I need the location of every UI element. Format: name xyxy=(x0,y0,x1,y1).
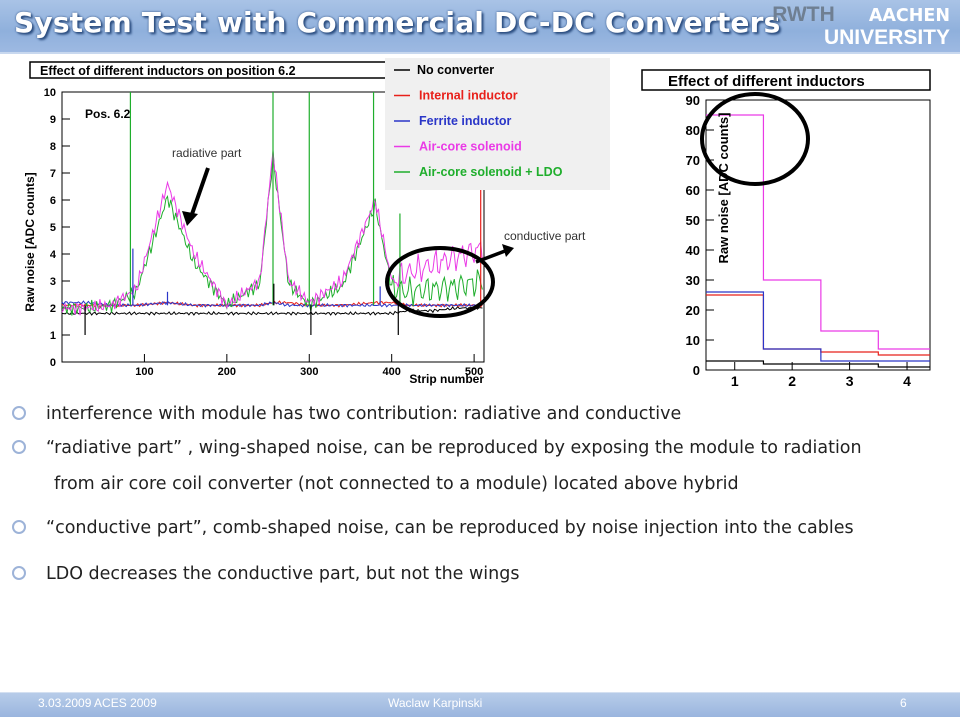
legend-label: Air-core solenoid xyxy=(419,140,522,154)
right-y-tick-label: 0 xyxy=(693,363,700,378)
right-x-tick-label: 1 xyxy=(731,373,739,389)
logo-university: UNIVERSITY xyxy=(823,26,950,49)
right-y-tick-label: 60 xyxy=(686,183,700,198)
left-legend xyxy=(385,58,610,190)
left-series-line xyxy=(61,149,483,316)
left-y-tick-label: 5 xyxy=(50,222,56,234)
charts-area: Effect of different inductors on positio… xyxy=(20,58,931,392)
legend-label: No converter xyxy=(417,63,494,77)
right-axis-ticks: 0 10 20 30 40 50 60 70 80 90 1 2 3 4 xyxy=(686,93,912,389)
bullet-marker xyxy=(12,520,26,534)
right-chart: Effect of different inductors 0 10 20 30 40 5… xyxy=(641,69,931,389)
right-y-tick-label: 20 xyxy=(686,303,700,318)
conductive-arrow xyxy=(475,244,514,264)
left-y-tick-label: 7 xyxy=(50,168,56,180)
right-y-tick-label: 70 xyxy=(686,153,700,168)
right-y-tick-label: 10 xyxy=(686,333,700,348)
right-y-axis-label: Raw noise [ADC counts] xyxy=(716,113,731,264)
legend-label: Air-core solenoid + LDO xyxy=(419,165,563,179)
right-y-tick-label: 50 xyxy=(686,213,700,228)
right-y-tick-label: 30 xyxy=(686,273,700,288)
bullet-list: interference with module has two contrib… xyxy=(12,402,952,586)
footer-bar: 3.03.2009 ACES 2009 Waclaw Karpinski 6 xyxy=(0,692,960,717)
left-x-tick-label: 200 xyxy=(218,366,236,378)
radiative-annotation: radiative part xyxy=(172,146,242,160)
bullet-continuation: from air core coil converter (not connec… xyxy=(54,474,739,494)
right-chart-title: Effect of different inductors xyxy=(668,73,865,90)
left-x-tick-label: 300 xyxy=(300,366,318,378)
left-y-tick-label: 9 xyxy=(50,114,56,126)
left-series-line xyxy=(61,151,483,316)
left-chart: Effect of different inductors on positio… xyxy=(20,58,620,392)
conductive-circle xyxy=(385,246,495,318)
right-x-tick-label: 2 xyxy=(788,373,796,389)
right-y-tick-label: 40 xyxy=(686,243,700,258)
footer-author: Waclaw Karpinski xyxy=(388,696,483,710)
left-x-tick-label: 500 xyxy=(465,366,483,378)
right-title-box xyxy=(641,69,931,91)
right-y-tick-label: 80 xyxy=(686,123,700,138)
footer-page-number: 6 xyxy=(900,696,907,710)
left-axis-ticks: 0 1 2 3 4 5 6 7 8 9 10 100 200 300 400 500 xyxy=(44,87,484,378)
bullet-text: interference with module has two contrib… xyxy=(46,404,682,424)
bullet-item: interference with module has two contrib… xyxy=(12,402,952,426)
bullet-text: “radiative part” , wing-shaped noise, ca… xyxy=(46,438,862,458)
right-series-step xyxy=(706,360,930,368)
left-y-tick-label: 6 xyxy=(50,195,56,207)
logo-rwth: RWTH xyxy=(772,3,835,26)
university-logo: RWTH AACHEN UNIVERSITY xyxy=(772,4,950,48)
left-series-line xyxy=(61,300,483,308)
right-x-tick-label: 4 xyxy=(903,373,911,389)
legend-entries: No converter Internal inductor Ferrite ind… xyxy=(394,63,563,179)
bullet-text: “conductive part”, comb-shaped noise, ca… xyxy=(46,518,854,538)
left-y-axis-label: Raw noise [ADC counts] xyxy=(23,172,37,311)
bullet-text: LDO decreases the conductive part, but n… xyxy=(46,564,520,584)
bullet-item: “conductive part”, comb-shaped noise, ca… xyxy=(12,516,952,540)
peak-circle xyxy=(700,92,810,186)
footer-date-event: 3.03.2009 ACES 2009 xyxy=(38,696,157,710)
left-y-tick-label: 1 xyxy=(50,330,56,342)
left-y-tick-label: 2 xyxy=(50,303,56,315)
left-y-tick-label: 8 xyxy=(50,141,56,153)
left-chart-title: Effect of different inductors on positio… xyxy=(40,64,296,78)
left-x-axis-label: Strip number xyxy=(409,372,484,386)
legend-label: Internal inductor xyxy=(419,89,518,103)
slide-title: System Test with Commercial DC-DC Conver… xyxy=(14,6,781,39)
radiative-arrow xyxy=(182,167,210,226)
right-plot-frame xyxy=(705,99,931,371)
left-y-tick-label: 4 xyxy=(50,249,57,261)
title-bar: System Test with Commercial DC-DC Conver… xyxy=(0,0,960,54)
bullet-marker xyxy=(12,440,26,454)
pos-annotation: Pos. 6.2 xyxy=(85,107,131,121)
bullet-marker xyxy=(12,566,26,580)
left-x-tick-label: 400 xyxy=(383,366,401,378)
left-y-tick-label: 3 xyxy=(50,276,56,288)
left-series-group xyxy=(61,92,483,335)
left-y-tick-label: 10 xyxy=(44,87,56,99)
right-x-tick-label: 3 xyxy=(846,373,854,389)
logo-aachen: AACHEN xyxy=(868,6,950,26)
bullet-item: “radiative part” , wing-shaped noise, ca… xyxy=(12,436,952,460)
left-x-tick-label: 100 xyxy=(135,366,153,378)
bullet-marker xyxy=(12,406,26,420)
right-series-group xyxy=(706,114,930,368)
conductive-annotation: conductive part xyxy=(504,229,586,243)
right-series-step xyxy=(706,114,930,350)
legend-label: Ferrite inductor xyxy=(419,114,512,128)
left-y-tick-label: 0 xyxy=(50,357,56,369)
right-series-step xyxy=(706,291,930,362)
right-y-tick-label: 90 xyxy=(686,93,700,108)
bullet-item: LDO decreases the conductive part, but n… xyxy=(12,562,952,586)
